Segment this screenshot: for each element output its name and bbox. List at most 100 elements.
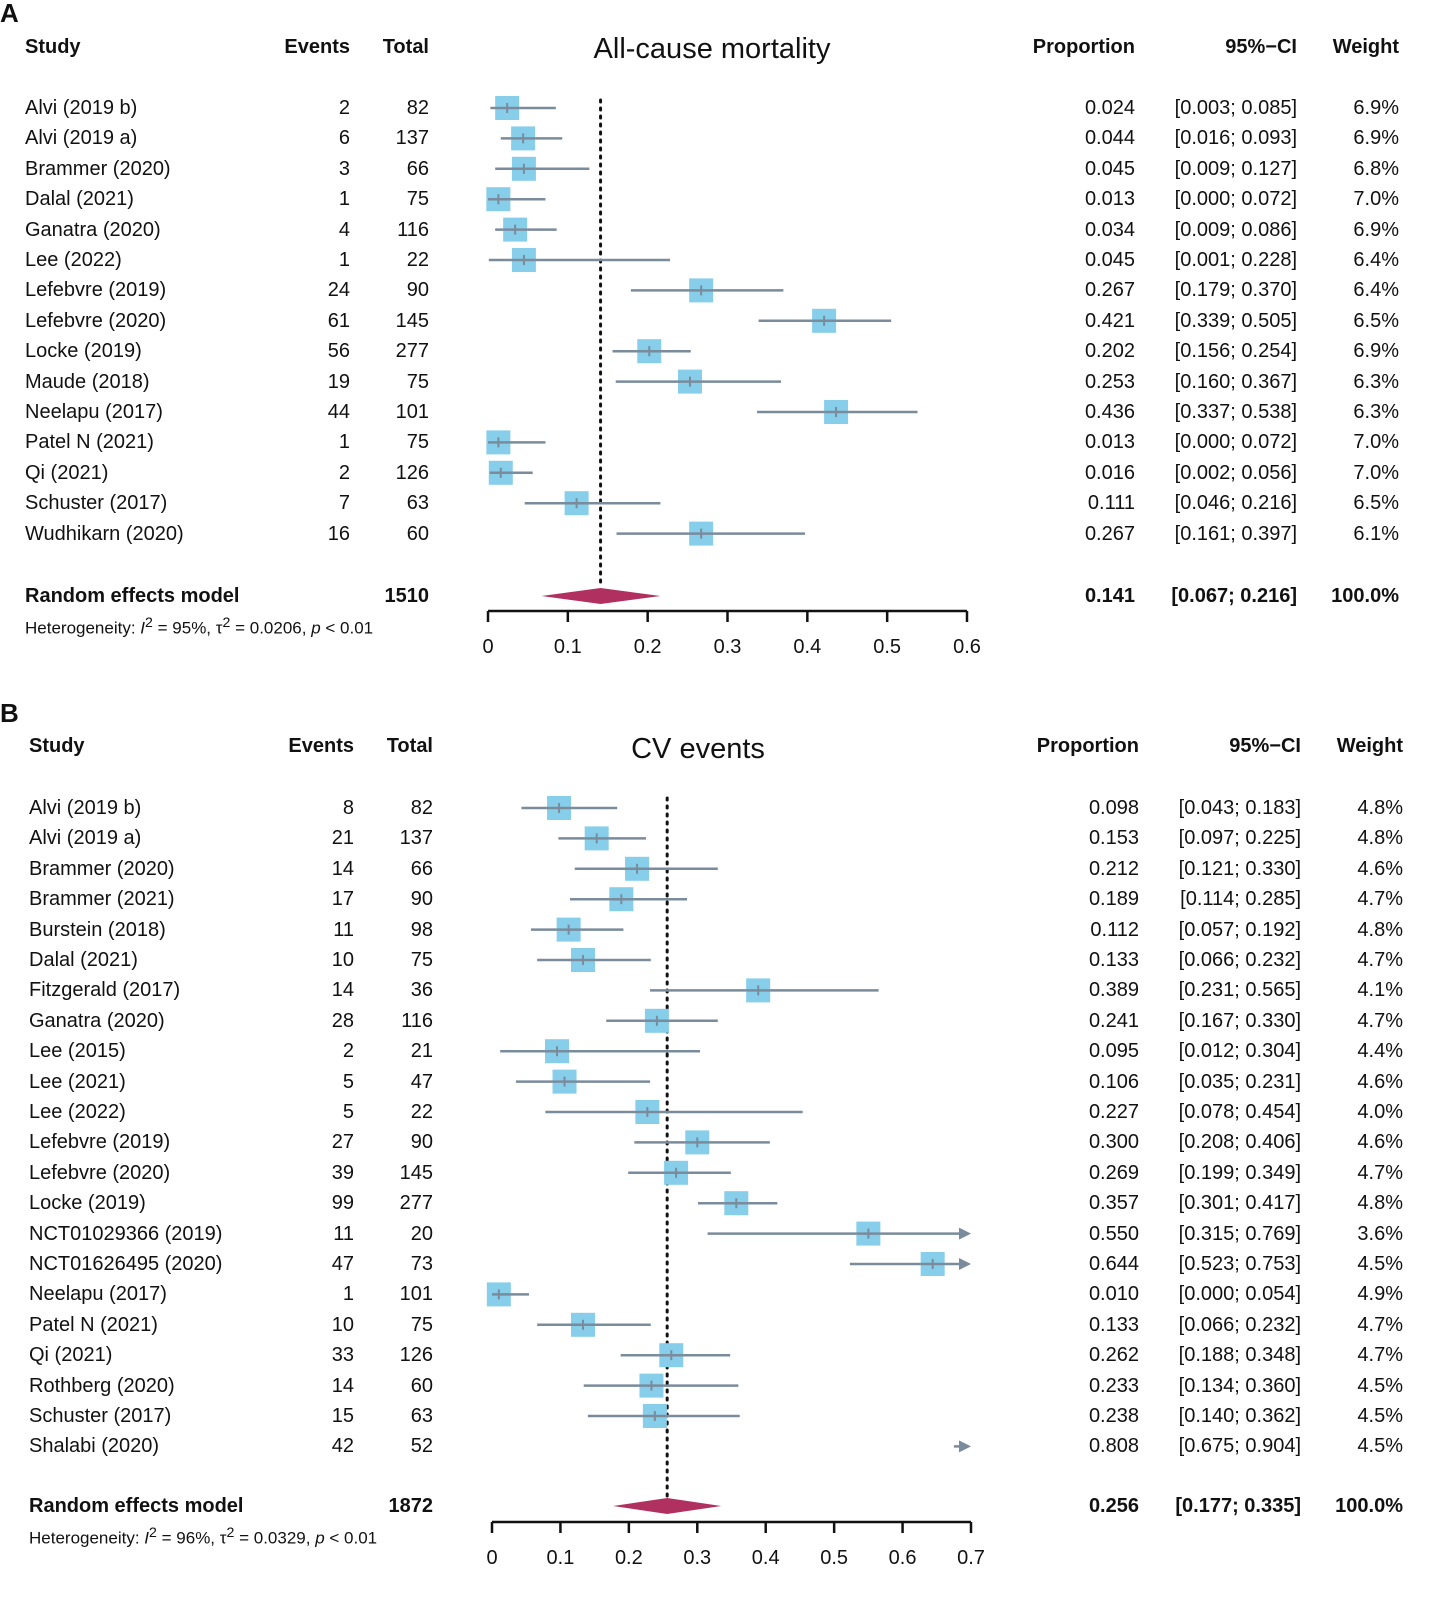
forest-plot: 0 0.1 0.2 0.3 0.4 0.5 0.6 — [482, 96, 981, 658]
ci-value: [0.012; 0.304] — [1178, 1040, 1301, 1063]
study-name: Burstein (2018) — [29, 918, 166, 941]
ci-value: [0.337; 0.538] — [1174, 401, 1297, 423]
proportion-value: 0.227 — [1088, 1101, 1139, 1123]
total-value: 137 — [395, 127, 429, 150]
total-value: 22 — [410, 1101, 433, 1123]
study-name: Ganatra (2020) — [25, 218, 161, 241]
proportion-value: 0.357 — [1088, 1192, 1139, 1215]
study-name: Brammer (2020) — [29, 857, 175, 880]
het-tau-sup: 2 — [226, 1525, 235, 1541]
ci-value: [0.002; 0.056] — [1174, 461, 1297, 484]
het-tau-value: = 0.0206, — [230, 618, 312, 638]
events-value: 1 — [342, 1283, 354, 1306]
weight-value: 4.6% — [1357, 1131, 1403, 1154]
proportion-value: 0.436 — [1084, 401, 1135, 423]
study-name: Lefebvre (2019) — [29, 1131, 171, 1154]
total-value: 126 — [395, 461, 429, 484]
events-value: 14 — [331, 857, 354, 880]
total-value: 90 — [410, 1131, 433, 1154]
events-value: 99 — [331, 1192, 354, 1215]
weight-value: 4.7% — [1357, 949, 1403, 971]
events-value: 10 — [331, 949, 354, 971]
weight-value: 6.4% — [1353, 249, 1399, 271]
events-value: 1 — [338, 249, 350, 271]
ci-value: [0.078; 0.454] — [1178, 1101, 1301, 1123]
study-name: Schuster (2017) — [25, 492, 168, 515]
events-value: 47 — [331, 1253, 354, 1275]
weight-value: 6.1% — [1353, 522, 1399, 545]
x-tick-label: 0.3 — [714, 636, 742, 658]
ci-value: [0.097; 0.225] — [1178, 827, 1301, 850]
weight-value: 6.5% — [1353, 492, 1399, 515]
weight-value: 4.5% — [1357, 1374, 1403, 1397]
total-value: 116 — [397, 218, 429, 241]
total-value: 36 — [410, 979, 433, 1002]
total-value: 21 — [410, 1040, 433, 1063]
header-weight: Weight — [1332, 36, 1399, 58]
weight-value: 4.5% — [1357, 1435, 1403, 1458]
total-value: 66 — [406, 157, 429, 180]
het-tau-value: = 0.0329, — [234, 1528, 316, 1548]
header-ci: 95%−CI — [1229, 735, 1301, 757]
weight-value: 100.0% — [1335, 1495, 1403, 1517]
weight-value: 4.5% — [1357, 1253, 1403, 1275]
ci-value: [0.016; 0.093] — [1174, 127, 1297, 150]
ci-value: [0.000; 0.054] — [1178, 1283, 1301, 1306]
total-value: 126 — [399, 1344, 433, 1367]
ci-value: [0.001; 0.228] — [1174, 249, 1297, 271]
events-value: 2 — [338, 97, 350, 119]
pooled-diamond — [541, 588, 661, 604]
events-value: 2 — [338, 461, 350, 484]
weight-value: 4.7% — [1357, 1344, 1403, 1367]
study-name: Lee (2022) — [29, 1101, 126, 1123]
study-name: Lee (2015) — [29, 1040, 126, 1063]
study-name: Dalal (2021) — [25, 188, 134, 211]
study-name: Brammer (2021) — [29, 888, 175, 911]
x-tick-label: 0.5 — [873, 636, 901, 658]
study-name: Qi (2021) — [25, 461, 109, 484]
header-study: Study — [29, 735, 85, 757]
weight-value: 6.9% — [1353, 340, 1399, 363]
proportion-value: 0.421 — [1084, 309, 1135, 332]
proportion-value: 0.044 — [1084, 127, 1135, 150]
x-tick-label: 0.6 — [953, 636, 981, 658]
weight-value: 4.7% — [1357, 1009, 1403, 1032]
total-value: 22 — [406, 249, 429, 271]
study-name: NCT01626495 (2020) — [29, 1253, 223, 1275]
total-value: 98 — [410, 918, 433, 941]
het-prefix: Heterogeneity: — [25, 618, 141, 638]
events-value: 17 — [331, 888, 354, 911]
events-value: 2 — [342, 1040, 354, 1063]
total-value: 145 — [395, 309, 429, 332]
ci-value: [0.114; 0.285] — [1180, 888, 1301, 911]
events-value: 42 — [331, 1435, 354, 1458]
total-value: 101 — [395, 401, 429, 423]
ci-value: [0.066; 0.232] — [1178, 949, 1301, 971]
weight-value: 6.3% — [1353, 401, 1399, 423]
weight-value: 7.0% — [1353, 188, 1399, 211]
panel-label: B — [0, 698, 19, 728]
study-name: Alvi (2019 a) — [29, 827, 142, 850]
total-value: 20 — [410, 1222, 433, 1245]
total-value: 75 — [406, 370, 429, 393]
panel-b: B Study Events Total Proportion 95%−CI Weight C… — [0, 698, 1439, 1605]
proportion-value: 0.141 — [1084, 585, 1135, 607]
chart-title: All-cause mortality — [593, 33, 831, 65]
header-events: Events — [284, 36, 350, 58]
x-tick-label: 0.5 — [820, 1547, 848, 1569]
events-value: 15 — [331, 1405, 354, 1427]
study-name: Dalal (2021) — [29, 949, 138, 971]
ci-value: [0.000; 0.072] — [1174, 188, 1297, 211]
events-value: 11 — [333, 1222, 354, 1245]
proportion-value: 0.262 — [1088, 1344, 1139, 1367]
proportion-value: 0.133 — [1088, 1313, 1139, 1336]
het-p-label: p — [311, 618, 321, 638]
weight-value: 100.0% — [1331, 585, 1399, 607]
study-name: Lefebvre (2020) — [29, 1161, 171, 1184]
total-value: 75 — [406, 188, 429, 211]
ci-value: [0.067; 0.216] — [1171, 585, 1297, 607]
proportion-value: 0.241 — [1088, 1009, 1139, 1032]
panel-label: A — [0, 0, 19, 28]
study-name: NCT01029366 (2019) — [29, 1222, 223, 1245]
x-tick-label: 0.7 — [957, 1547, 985, 1569]
